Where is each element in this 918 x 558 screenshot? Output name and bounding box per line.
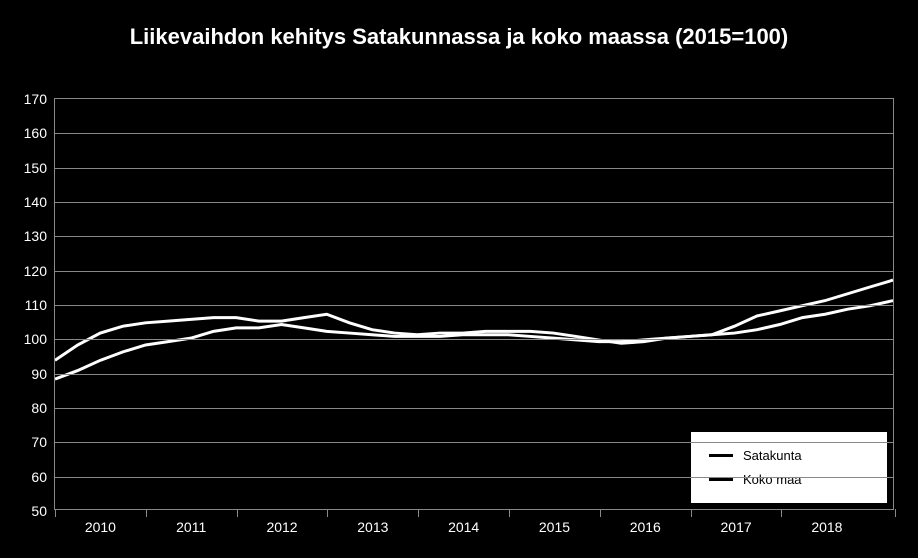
x-axis-separator [895, 509, 896, 517]
x-axis-tick: 2017 [721, 519, 752, 535]
y-axis-tick: 110 [25, 297, 47, 313]
x-axis-separator [509, 509, 510, 517]
x-axis-tick: 2016 [630, 519, 661, 535]
y-axis-tick: 60 [31, 469, 47, 485]
y-axis-tick: 70 [31, 434, 47, 450]
x-axis-separator [781, 509, 782, 517]
x-axis-tick: 2014 [448, 519, 479, 535]
y-axis-tick: 130 [24, 228, 47, 244]
x-axis-tick: 2013 [357, 519, 388, 535]
y-axis-tick: 100 [24, 331, 47, 347]
x-axis-separator [237, 509, 238, 517]
y-axis-tick: 170 [24, 91, 47, 107]
y-axis-tick: 90 [31, 366, 47, 382]
grid-line [55, 133, 893, 134]
y-axis-tick: 140 [24, 194, 47, 210]
x-axis-tick: 2010 [85, 519, 116, 535]
y-axis-tick: 50 [31, 503, 47, 519]
chart-title: Liikevaihdon kehitys Satakunnassa ja kok… [0, 24, 918, 50]
y-axis-tick: 120 [24, 263, 47, 279]
x-axis-tick: 2015 [539, 519, 570, 535]
x-axis-separator [327, 509, 328, 517]
y-axis-tick: 80 [31, 400, 47, 416]
legend-label: Koko maa [743, 468, 802, 491]
y-axis-tick: 150 [24, 160, 47, 176]
grid-line [55, 305, 893, 306]
chart-container: Liikevaihdon kehitys Satakunnassa ja kok… [0, 0, 918, 558]
x-axis-tick: 2012 [266, 519, 297, 535]
x-axis-tick: 2011 [176, 519, 206, 535]
x-axis-separator [600, 509, 601, 517]
grid-line [55, 374, 893, 375]
x-axis-separator [55, 509, 56, 517]
legend-label: Satakunta [743, 444, 802, 467]
grid-line [55, 442, 893, 443]
grid-line [55, 477, 893, 478]
grid-line [55, 339, 893, 340]
y-axis-tick: 160 [24, 125, 47, 141]
series-line-satakunta [55, 280, 893, 360]
legend-item: Koko maa [709, 468, 869, 491]
x-axis-separator [691, 509, 692, 517]
grid-line [55, 408, 893, 409]
grid-line [55, 271, 893, 272]
legend-swatch [709, 478, 733, 481]
x-axis-separator [146, 509, 147, 517]
x-axis-tick: 2018 [811, 519, 842, 535]
x-axis-separator [418, 509, 419, 517]
grid-line [55, 168, 893, 169]
legend-swatch [709, 454, 733, 457]
grid-line [55, 236, 893, 237]
legend-item: Satakunta [709, 444, 869, 467]
plot-area: SatakuntaKoko maa 5060708090100110120130… [54, 98, 894, 510]
grid-line [55, 202, 893, 203]
